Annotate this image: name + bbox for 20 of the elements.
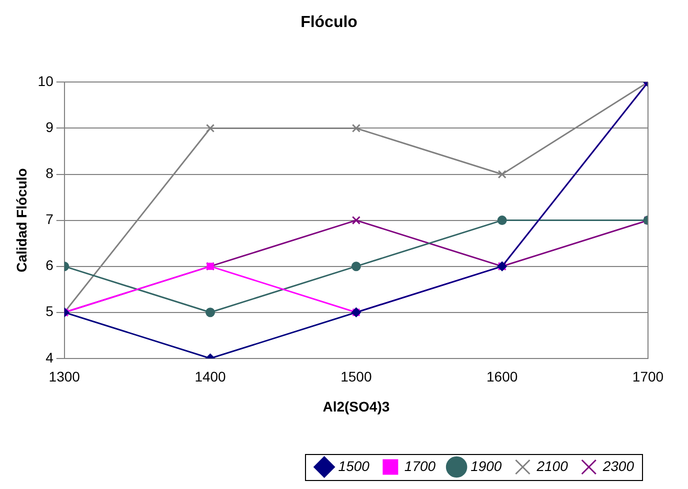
- x-tick-label: 1500: [340, 368, 372, 385]
- y-axis-title: Calidad Flóculo: [13, 168, 30, 272]
- legend-label: 1900: [470, 458, 502, 474]
- y-tick-label: 5: [46, 303, 54, 320]
- y-tick-label: 8: [46, 165, 54, 182]
- chart-title: Flóculo: [300, 14, 358, 32]
- y-tick-label: 10: [38, 73, 54, 90]
- x-tick-label: 1700: [632, 368, 664, 385]
- y-tick-label: 6: [46, 257, 54, 274]
- y-tick-label: 4: [46, 349, 54, 366]
- x-tick-label: 1300: [48, 368, 80, 385]
- legend-label: 2100: [536, 458, 568, 474]
- legend-label: 2300: [602, 458, 634, 474]
- y-tick-label: 9: [46, 119, 54, 136]
- x-tick-label: 1600: [486, 368, 518, 385]
- legend-label: 1700: [404, 458, 436, 474]
- y-tick-label: 7: [46, 211, 54, 228]
- legend-label: 1500: [338, 458, 370, 474]
- x-axis-title: Al2(SO4)3: [322, 398, 390, 414]
- x-tick-label: 1400: [194, 368, 226, 385]
